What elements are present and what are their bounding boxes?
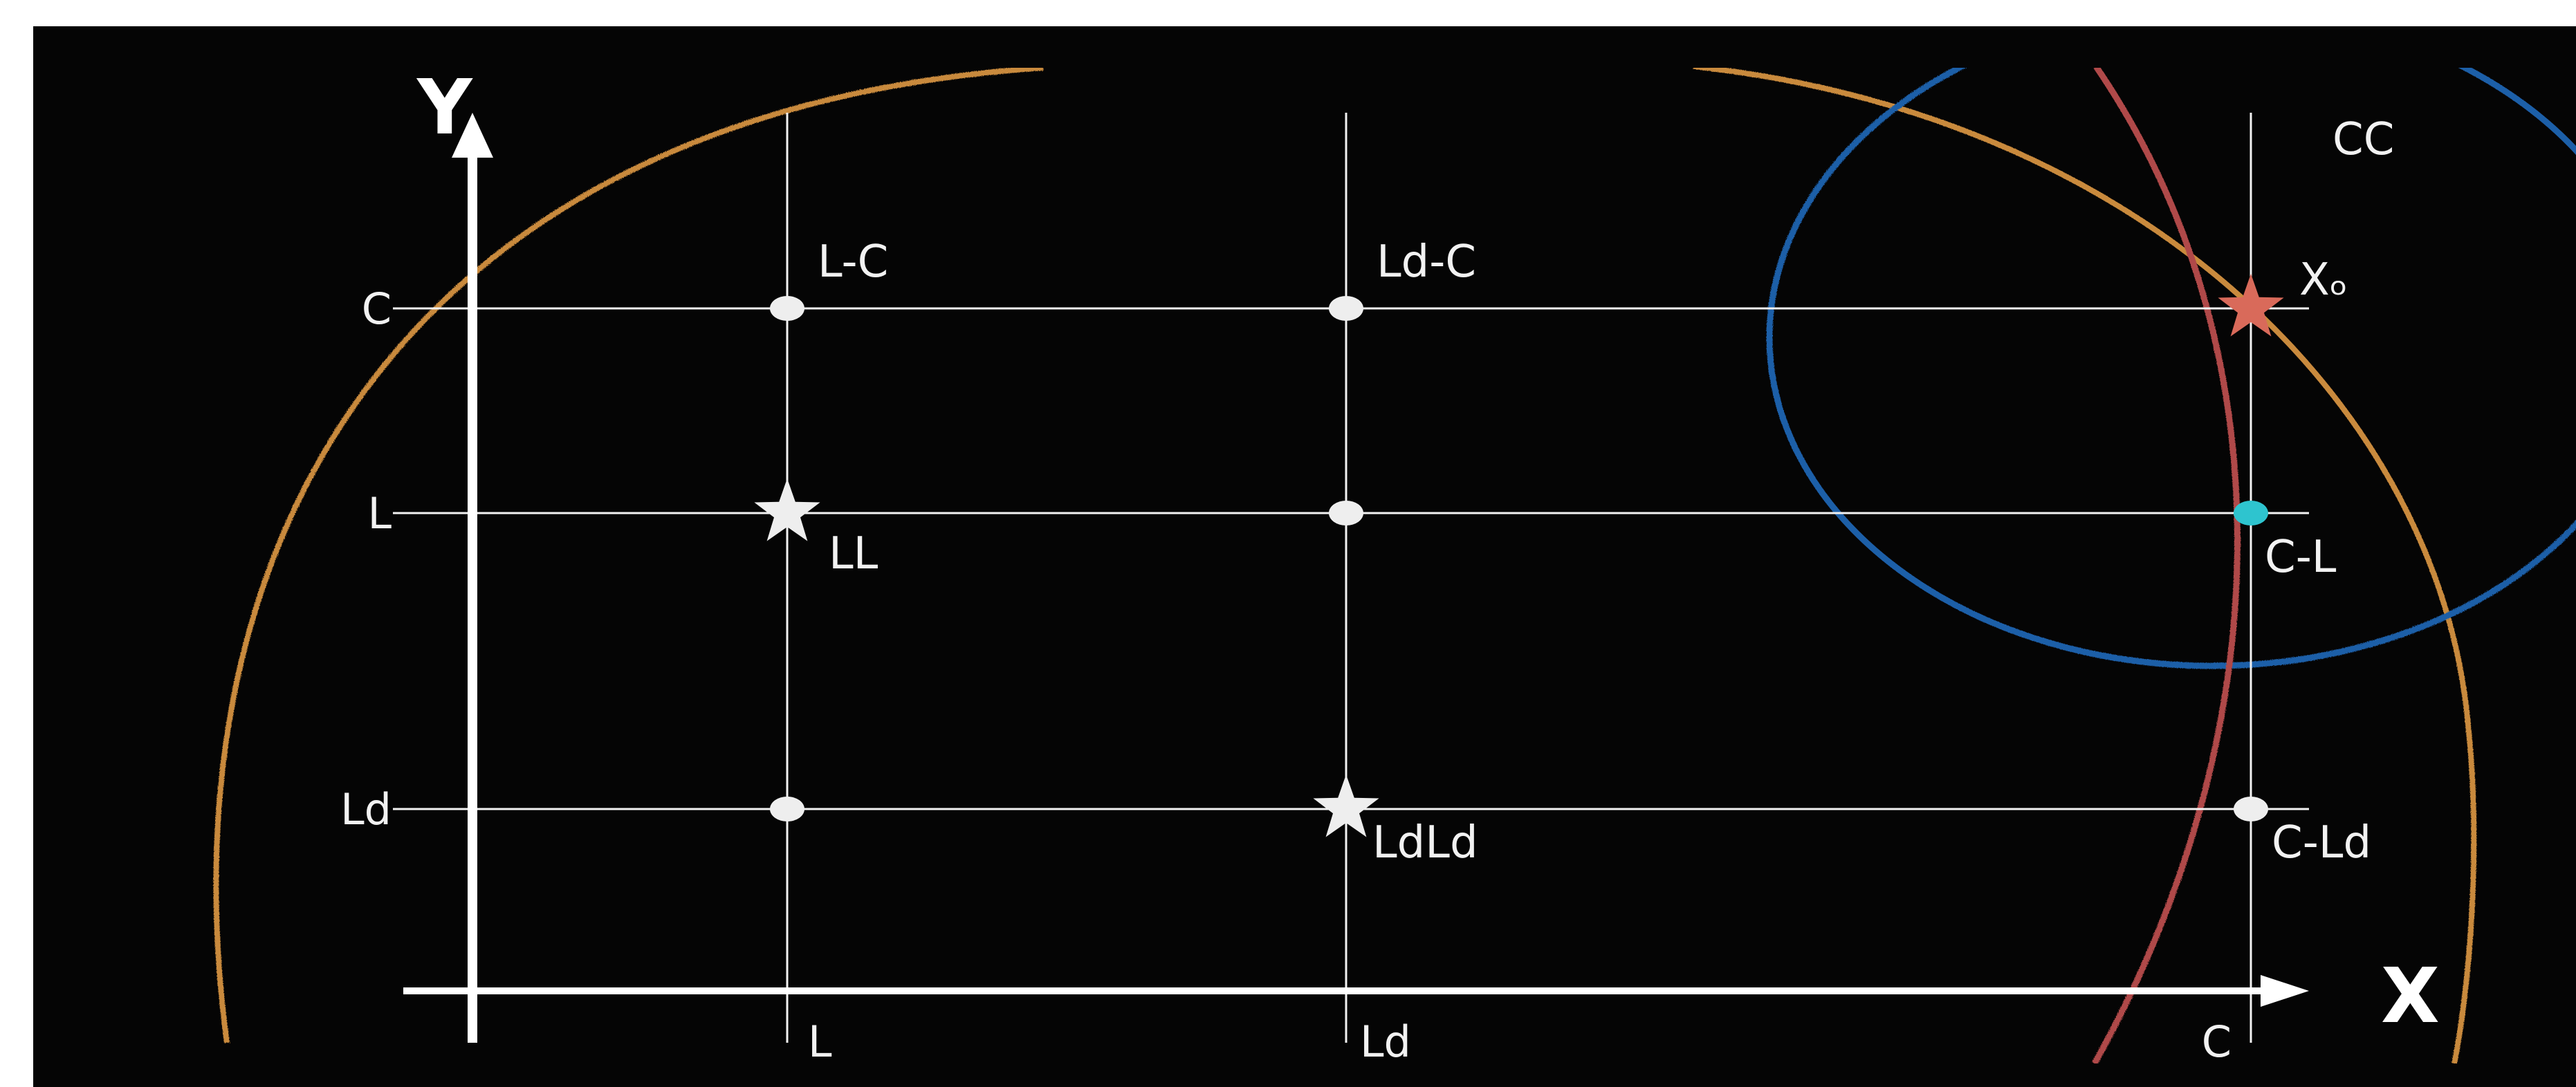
point-dot — [2234, 501, 2268, 526]
x-tick-label: C — [2202, 1016, 2232, 1067]
points — [754, 274, 2284, 837]
point-label: Xₒ — [2299, 254, 2348, 306]
blue-ellipse — [1766, 68, 2576, 669]
point-star — [1313, 774, 1379, 837]
red-arc — [2092, 68, 2241, 1063]
y-axis-arrow — [452, 113, 493, 158]
diagram-svg: L-C Ld-C Xₒ LL C-L LdLd C-Ld C L Ld L Ld C Y X CC — [213, 63, 2576, 1067]
x-tick-label: Ld — [1360, 1016, 1411, 1067]
point-dot — [770, 797, 804, 821]
point-label: C-Ld — [2272, 817, 2371, 868]
point-dot — [1329, 296, 1363, 321]
x-axis-title: X — [2381, 951, 2440, 1040]
orange-arc — [213, 68, 2477, 1063]
grid-lines — [393, 113, 2309, 1043]
point-star — [2218, 274, 2284, 337]
y-tick-label: Ld — [340, 784, 392, 835]
point-label: L-C — [818, 236, 888, 288]
labels: L-C Ld-C Xₒ LL C-L LdLd C-Ld C L Ld L Ld C Y X CC — [340, 63, 2440, 1067]
axes — [403, 113, 2309, 1043]
corner-label: CC — [2333, 114, 2394, 165]
y-axis-title: Y — [416, 63, 473, 151]
y-tick-label: L — [367, 488, 392, 539]
point-label: LdLd — [1372, 817, 1478, 868]
point-label: Ld-C — [1377, 236, 1476, 288]
diagram-panel: L-C Ld-C Xₒ LL C-L LdLd C-Ld C L Ld L Ld C Y X CC — [33, 26, 2576, 1087]
point-star — [754, 479, 820, 541]
point-label: C-L — [2265, 532, 2337, 583]
point-label: LL — [829, 528, 878, 579]
y-tick-label: C — [362, 284, 392, 334]
x-axis-arrow — [2261, 975, 2309, 1007]
x-tick-label: L — [808, 1016, 832, 1067]
point-dot — [2234, 797, 2268, 821]
point-dot — [1329, 501, 1363, 526]
point-dot — [770, 296, 804, 321]
